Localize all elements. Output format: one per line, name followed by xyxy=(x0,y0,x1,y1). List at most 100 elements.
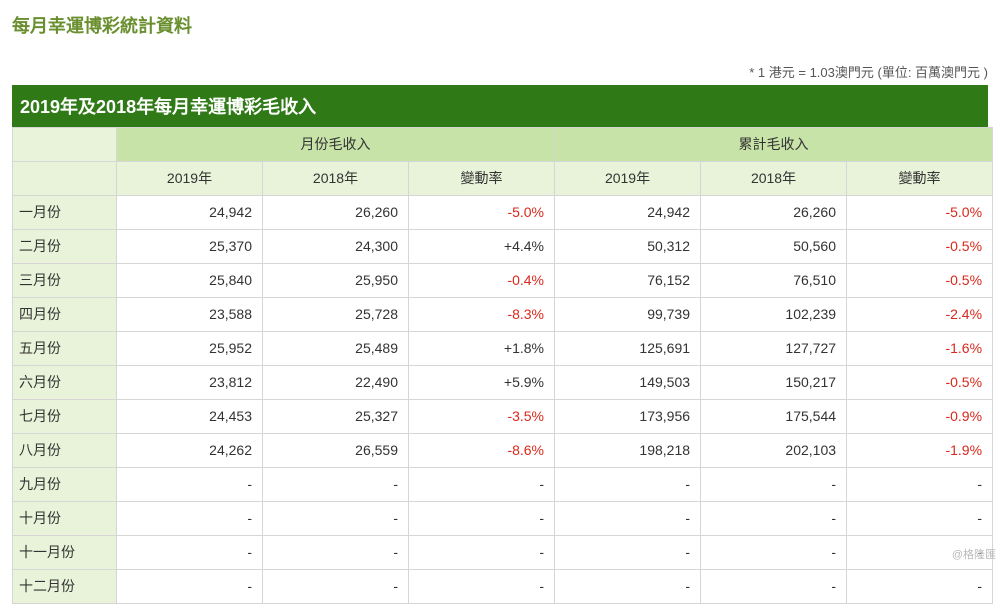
cumulative-2018: 26,260 xyxy=(701,196,847,230)
cumulative-2019: 24,942 xyxy=(555,196,701,230)
monthly-change: +4.4% xyxy=(409,230,555,264)
cumulative-2019: - xyxy=(555,570,701,604)
month-label: 七月份 xyxy=(13,400,117,434)
cumulative-2018: 50,560 xyxy=(701,230,847,264)
table-row: 二月份25,37024,300+4.4%50,31250,560-0.5% xyxy=(13,230,993,264)
cumulative-2019: - xyxy=(555,468,701,502)
monthly-2018: 25,728 xyxy=(263,298,409,332)
monthly-2018: - xyxy=(263,502,409,536)
table-row: 四月份23,58825,728-8.3%99,739102,239-2.4% xyxy=(13,298,993,332)
page-title: 每月幸運博彩統計資料 xyxy=(12,12,988,38)
cumulative-2019: 50,312 xyxy=(555,230,701,264)
table-row: 三月份25,84025,950-0.4%76,15276,510-0.5% xyxy=(13,264,993,298)
month-label: 九月份 xyxy=(13,468,117,502)
cumulative-change: - xyxy=(847,570,993,604)
monthly-change: -5.0% xyxy=(409,196,555,230)
gaming-revenue-table: 月份毛收入 累計毛收入 2019年 2018年 變動率 2019年 2018年 … xyxy=(12,127,993,604)
cumulative-2018: 175,544 xyxy=(701,400,847,434)
cumulative-2018: 127,727 xyxy=(701,332,847,366)
month-label: 六月份 xyxy=(13,366,117,400)
month-label: 四月份 xyxy=(13,298,117,332)
cumulative-2018: 102,239 xyxy=(701,298,847,332)
monthly-2018: 22,490 xyxy=(263,366,409,400)
header-monthly-change: 變動率 xyxy=(409,162,555,196)
month-label: 五月份 xyxy=(13,332,117,366)
month-label: 八月份 xyxy=(13,434,117,468)
monthly-2019: 24,262 xyxy=(117,434,263,468)
month-label: 十月份 xyxy=(13,502,117,536)
header-cumulative-2018: 2018年 xyxy=(701,162,847,196)
table-row: 十月份------ xyxy=(13,502,993,536)
cumulative-change: -1.9% xyxy=(847,434,993,468)
cumulative-2018: - xyxy=(701,536,847,570)
watermark: @格隆匯 xyxy=(952,546,996,562)
cumulative-2018: 76,510 xyxy=(701,264,847,298)
header-monthly-2019: 2019年 xyxy=(117,162,263,196)
unit-note: * 1 港元 = 1.03澳門元 (單位: 百萬澳門元 ) xyxy=(12,62,988,81)
monthly-2019: - xyxy=(117,536,263,570)
cumulative-change: -5.0% xyxy=(847,196,993,230)
monthly-2018: 26,260 xyxy=(263,196,409,230)
table-row: 一月份24,94226,260-5.0%24,94226,260-5.0% xyxy=(13,196,993,230)
monthly-2018: - xyxy=(263,468,409,502)
monthly-change: -8.6% xyxy=(409,434,555,468)
month-label: 十一月份 xyxy=(13,536,117,570)
cumulative-2019: 99,739 xyxy=(555,298,701,332)
monthly-change: - xyxy=(409,570,555,604)
header-cumulative-change: 變動率 xyxy=(847,162,993,196)
cumulative-change: -2.4% xyxy=(847,298,993,332)
header-blank xyxy=(13,128,117,162)
table-row: 九月份------ xyxy=(13,468,993,502)
monthly-change: - xyxy=(409,468,555,502)
monthly-2018: 25,327 xyxy=(263,400,409,434)
monthly-2019: - xyxy=(117,502,263,536)
monthly-2018: - xyxy=(263,570,409,604)
monthly-2019: 25,840 xyxy=(117,264,263,298)
monthly-2019: 23,812 xyxy=(117,366,263,400)
table-row: 五月份25,95225,489+1.8%125,691127,727-1.6% xyxy=(13,332,993,366)
cumulative-2019: 125,691 xyxy=(555,332,701,366)
monthly-change: -0.4% xyxy=(409,264,555,298)
monthly-change: -3.5% xyxy=(409,400,555,434)
cumulative-change: -0.5% xyxy=(847,264,993,298)
monthly-change: - xyxy=(409,502,555,536)
month-label: 十二月份 xyxy=(13,570,117,604)
table-row: 十二月份------ xyxy=(13,570,993,604)
cumulative-2019: 173,956 xyxy=(555,400,701,434)
cumulative-change: - xyxy=(847,502,993,536)
monthly-change: +1.8% xyxy=(409,332,555,366)
table-title: 2019年及2018年每月幸運博彩毛收入 xyxy=(12,85,988,127)
header-monthly-2018: 2018年 xyxy=(263,162,409,196)
month-label: 一月份 xyxy=(13,196,117,230)
monthly-2018: 24,300 xyxy=(263,230,409,264)
cumulative-change: -0.5% xyxy=(847,230,993,264)
cumulative-2018: 202,103 xyxy=(701,434,847,468)
header-blank-2 xyxy=(13,162,117,196)
cumulative-2018: - xyxy=(701,468,847,502)
monthly-2018: 25,489 xyxy=(263,332,409,366)
cumulative-2018: - xyxy=(701,502,847,536)
cumulative-2019: - xyxy=(555,536,701,570)
cumulative-2018: 150,217 xyxy=(701,366,847,400)
header-cumulative-group: 累計毛收入 xyxy=(555,128,993,162)
cumulative-change: - xyxy=(847,468,993,502)
cumulative-change: -0.9% xyxy=(847,400,993,434)
cumulative-2019: 149,503 xyxy=(555,366,701,400)
header-cumulative-2019: 2019年 xyxy=(555,162,701,196)
header-monthly-group: 月份毛收入 xyxy=(117,128,555,162)
monthly-2018: 25,950 xyxy=(263,264,409,298)
monthly-2018: - xyxy=(263,536,409,570)
monthly-2019: 23,588 xyxy=(117,298,263,332)
monthly-2019: 25,370 xyxy=(117,230,263,264)
monthly-change: - xyxy=(409,536,555,570)
cumulative-2019: 198,218 xyxy=(555,434,701,468)
cumulative-2019: 76,152 xyxy=(555,264,701,298)
cumulative-change: -1.6% xyxy=(847,332,993,366)
monthly-change: -8.3% xyxy=(409,298,555,332)
month-label: 二月份 xyxy=(13,230,117,264)
table-row: 七月份24,45325,327-3.5%173,956175,544-0.9% xyxy=(13,400,993,434)
monthly-2019: - xyxy=(117,570,263,604)
table-row: 六月份23,81222,490+5.9%149,503150,217-0.5% xyxy=(13,366,993,400)
monthly-2019: 24,942 xyxy=(117,196,263,230)
month-label: 三月份 xyxy=(13,264,117,298)
